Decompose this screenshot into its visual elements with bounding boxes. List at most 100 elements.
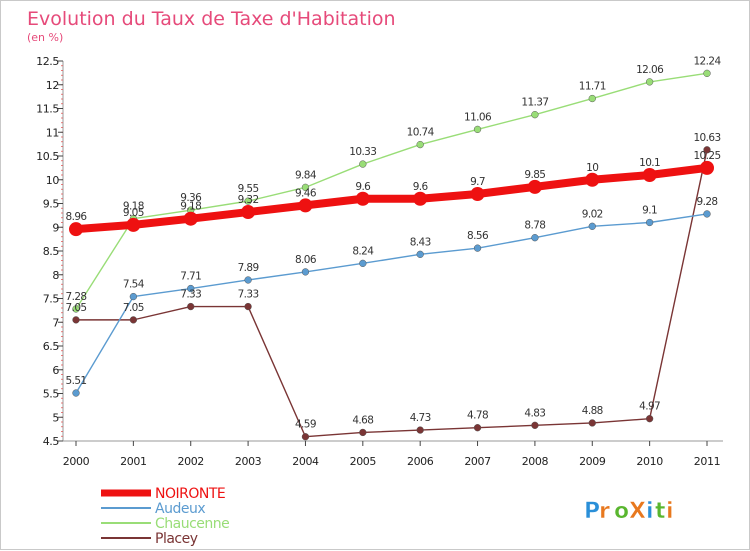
data-label: 9.1 <box>642 205 657 217</box>
data-label: 9.32 <box>238 194 259 206</box>
data-label: 9.85 <box>524 169 545 181</box>
x-tick-label: 2009 <box>579 455 606 468</box>
data-label: 4.68 <box>352 414 373 426</box>
y-tick-label: 9.5 <box>43 198 60 211</box>
series-layer: 7.05 7.05 7.33 7.33 4.59 4.68 4.73 4.78 4.83 4.88… <box>66 55 722 441</box>
data-label: 7.33 <box>238 289 259 301</box>
logo-letter: o <box>614 499 629 524</box>
y-tick-label: 5.5 <box>43 388 60 401</box>
data-point <box>241 205 256 220</box>
data-label: 9.02 <box>582 208 603 220</box>
data-label: 7.54 <box>123 279 145 291</box>
data-label: 9.84 <box>295 169 317 181</box>
data-point <box>473 424 482 432</box>
chart-title: Evolution du Taux de Taxe d'Habitation <box>27 8 396 30</box>
data-point <box>359 259 367 268</box>
x-tick-label: 2005 <box>350 455 377 468</box>
data-point <box>129 316 138 324</box>
y-tick-label: 8.5 <box>43 245 60 258</box>
data-point <box>298 198 313 213</box>
series-line <box>75 213 708 394</box>
axes: 4.5 5 5.5 6 6.5 7 7.5 8 8.5 9 9.5 10 10.5 11 11.5 12 12.… <box>36 55 723 468</box>
data-label: 8.78 <box>524 220 545 232</box>
data-label: 9.36 <box>180 192 202 204</box>
data-label: 9.7 <box>470 176 485 188</box>
data-label: 9.6 <box>355 181 371 193</box>
legend-label: Chaucenne <box>155 516 229 532</box>
data-point <box>244 197 252 205</box>
data-point <box>645 218 654 227</box>
y-tick-label: 10 <box>46 174 60 187</box>
data-label: 9.18 <box>180 201 201 213</box>
y-tick-label: 10.5 <box>36 150 59 163</box>
data-label: 5.51 <box>66 375 87 387</box>
data-label: 11.06 <box>464 111 492 123</box>
data-point <box>588 94 596 103</box>
data-label: 4.59 <box>295 419 316 431</box>
data-point <box>187 302 195 311</box>
data-point <box>413 191 428 206</box>
data-point <box>531 111 539 119</box>
data-point <box>470 187 485 201</box>
data-point <box>703 146 711 154</box>
data-point <box>244 276 252 284</box>
labels-placey: 7.05 7.05 7.33 7.33 4.59 4.68 4.73 4.78 4.83 4.88… <box>66 132 722 431</box>
data-point <box>531 234 539 242</box>
data-label: 10.63 <box>693 132 720 144</box>
legend-label: NOIRONTE <box>155 486 225 502</box>
data-label: 4.88 <box>582 405 603 417</box>
data-label: 9.55 <box>238 183 259 195</box>
legend-label: Placey <box>155 531 198 547</box>
series-noironte <box>69 160 714 237</box>
data-label: 11.37 <box>521 97 548 109</box>
data-point <box>129 292 138 301</box>
series-line <box>75 149 708 438</box>
series-audeux <box>72 210 711 397</box>
data-point <box>69 222 83 237</box>
data-point <box>642 168 657 182</box>
data-label: 12.24 <box>693 55 721 67</box>
data-point <box>473 125 482 134</box>
data-label: 4.83 <box>524 407 545 419</box>
logo-letter: i <box>646 499 654 524</box>
data-point <box>126 217 141 232</box>
data-label: 10.25 <box>693 150 720 162</box>
data-label: 10 <box>586 162 598 174</box>
data-point <box>416 426 424 434</box>
y-tick-label: 9 <box>52 221 59 234</box>
data-point <box>645 415 654 423</box>
data-point <box>72 305 80 313</box>
data-point <box>703 69 711 77</box>
logo-letter: P <box>584 499 600 524</box>
data-point <box>527 179 542 194</box>
data-label: 4.97 <box>639 401 660 413</box>
x-tick-label: 2003 <box>235 455 262 468</box>
data-point <box>244 302 252 311</box>
legend-label: Audeux <box>155 501 205 517</box>
data-label: 4.78 <box>467 410 488 422</box>
labels-audeux: 5.51 7.54 7.71 7.89 8.06 8.24 8.43 8.56 8.78 9.02… <box>66 196 719 387</box>
data-point <box>72 389 80 397</box>
data-point <box>301 183 310 192</box>
data-label: 8.24 <box>352 245 374 257</box>
data-label: 7.33 <box>180 289 201 301</box>
data-label: 9.05 <box>123 207 144 219</box>
x-tick-label: 2006 <box>407 455 434 468</box>
x-tick-label: 2001 <box>120 455 146 468</box>
data-point <box>585 172 600 187</box>
data-point <box>588 419 596 427</box>
series-line <box>75 72 708 310</box>
data-label: 8.06 <box>295 254 317 266</box>
data-label: 10.33 <box>349 146 376 158</box>
data-point <box>301 433 310 441</box>
data-label: 9.18 <box>123 201 144 213</box>
data-label: 8.56 <box>467 230 489 242</box>
data-label: 10.1 <box>639 157 660 169</box>
data-label: 7.71 <box>180 271 201 283</box>
data-point <box>301 268 310 276</box>
data-point <box>187 284 195 293</box>
logo-letter: X <box>629 499 646 524</box>
